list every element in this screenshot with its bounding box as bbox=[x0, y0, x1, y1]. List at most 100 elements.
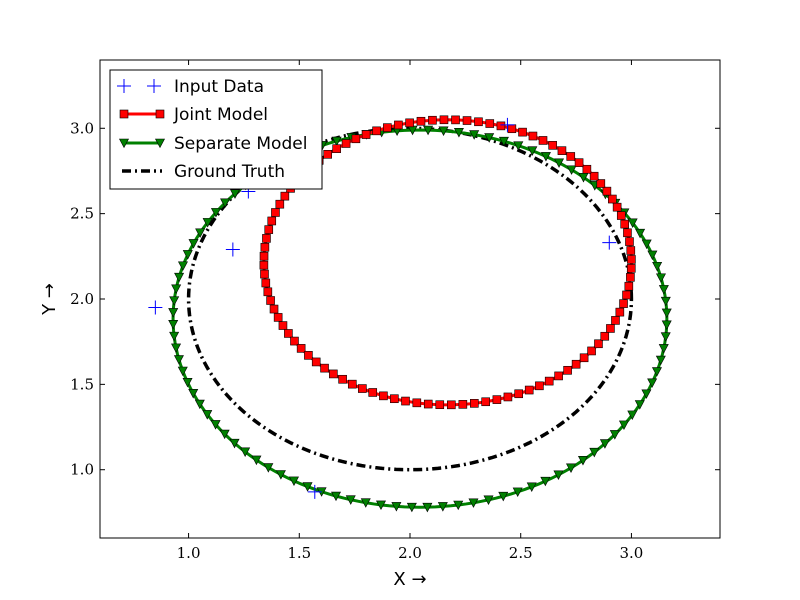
separate-model-marker bbox=[453, 128, 464, 138]
separate-model-marker bbox=[652, 261, 663, 272]
joint-model-marker bbox=[571, 359, 581, 369]
legend-label: Separate Model bbox=[174, 134, 307, 154]
joint-model-marker bbox=[401, 396, 410, 406]
joint-model-marker bbox=[323, 150, 332, 159]
separate-model-marker bbox=[651, 367, 662, 377]
joint-model-marker bbox=[338, 374, 347, 384]
separate-model-marker bbox=[375, 500, 386, 511]
joint-model-marker bbox=[626, 246, 636, 255]
separate-model-marker bbox=[202, 410, 213, 420]
joint-model-marker bbox=[470, 399, 479, 408]
joint-model-marker bbox=[538, 136, 548, 145]
separate-model-marker bbox=[540, 152, 551, 162]
joint-model-marker bbox=[625, 237, 634, 246]
input-data-point bbox=[307, 484, 322, 499]
separate-model-marker bbox=[660, 332, 671, 342]
input-data-point bbox=[148, 300, 163, 315]
joint-model-marker bbox=[259, 260, 269, 270]
joint-model-marker bbox=[390, 394, 399, 404]
joint-model-marker bbox=[619, 299, 628, 308]
joint-model-marker bbox=[372, 126, 381, 136]
joint-model-marker bbox=[474, 117, 483, 127]
separate-model-marker bbox=[406, 502, 417, 513]
legend: Input Data Joint Model Separate Model Groun… bbox=[109, 69, 323, 190]
separate-model-marker bbox=[210, 420, 221, 430]
joint-model-marker bbox=[304, 351, 313, 360]
separate-model-marker bbox=[171, 343, 182, 354]
separate-model-marker bbox=[288, 476, 299, 487]
joint-model-marker bbox=[518, 127, 527, 137]
legend-marker bbox=[155, 109, 165, 119]
joint-model-marker bbox=[361, 130, 371, 139]
separate-model-marker bbox=[360, 498, 371, 508]
y-tick-label: 1.0 bbox=[70, 461, 94, 479]
joint-model-marker bbox=[462, 116, 472, 125]
separate-model-marker bbox=[169, 331, 180, 342]
separate-model-marker bbox=[577, 456, 588, 466]
joint-model-marker bbox=[329, 369, 338, 379]
separate-model-marker bbox=[453, 500, 464, 511]
joint-model-marker bbox=[524, 385, 534, 395]
joint-model-marker bbox=[351, 134, 361, 144]
joint-model-marker bbox=[627, 255, 636, 264]
separate-model-marker bbox=[182, 377, 193, 388]
separate-model-marker bbox=[658, 285, 669, 295]
input-data-point bbox=[500, 117, 515, 132]
separate-model-marker bbox=[168, 308, 179, 318]
separate-model-marker bbox=[173, 355, 184, 365]
joint-model-marker bbox=[275, 199, 285, 209]
joint-model-marker bbox=[481, 397, 490, 407]
joint-model-marker bbox=[273, 313, 283, 322]
joint-model-marker bbox=[596, 179, 606, 188]
joint-model-marker bbox=[624, 281, 634, 291]
separate-model-marker bbox=[599, 439, 610, 449]
separate-model-marker bbox=[660, 296, 671, 307]
joint-model-marker bbox=[606, 324, 615, 333]
joint-model-marker bbox=[263, 287, 273, 297]
joint-model-marker bbox=[261, 278, 271, 288]
legend-label: Ground Truth bbox=[174, 162, 285, 182]
separate-model-marker bbox=[171, 284, 182, 294]
joint-model-marker bbox=[608, 194, 617, 204]
joint-model-marker bbox=[447, 400, 456, 410]
plot-content bbox=[148, 115, 672, 513]
joint-model-marker bbox=[379, 391, 388, 401]
joint-model-marker bbox=[267, 216, 277, 226]
joint-model-marker bbox=[616, 211, 626, 220]
joint-model-marker bbox=[416, 116, 426, 126]
joint-model-marker bbox=[266, 296, 275, 305]
joint-model-marker bbox=[439, 115, 449, 125]
separate-model-marker bbox=[202, 218, 213, 228]
separate-model-marker bbox=[229, 438, 240, 449]
joint-model-marker bbox=[320, 363, 329, 373]
separate-model-marker bbox=[641, 239, 652, 250]
joint-model-marker bbox=[566, 152, 576, 161]
input-data-point bbox=[602, 235, 617, 250]
separate-model-marker bbox=[566, 463, 577, 473]
legend-marker bbox=[155, 138, 165, 149]
joint-model-marker bbox=[383, 123, 392, 132]
separate-model-marker bbox=[263, 463, 274, 473]
joint-model-marker bbox=[535, 381, 544, 391]
separate-model-marker bbox=[526, 482, 537, 492]
separate-model-marker bbox=[177, 366, 188, 377]
separate-model-marker bbox=[437, 502, 448, 512]
separate-model-marker bbox=[566, 165, 577, 175]
legend-marker bbox=[119, 138, 129, 149]
joint-model-marker bbox=[284, 329, 293, 338]
joint-model-marker bbox=[458, 400, 468, 409]
joint-model-marker bbox=[296, 344, 306, 353]
separate-model-marker bbox=[194, 399, 205, 410]
separate-model-marker bbox=[240, 447, 251, 457]
legend-marker-input-data bbox=[147, 79, 161, 93]
separate-model-marker bbox=[553, 470, 564, 480]
separate-model-marker bbox=[554, 158, 565, 168]
joint-model-marker bbox=[544, 376, 554, 386]
joint-model-marker bbox=[311, 357, 321, 367]
separate-model-marker bbox=[195, 228, 206, 238]
joint-model-marker bbox=[611, 316, 620, 325]
legend-label: Input Data bbox=[174, 77, 264, 97]
separate-model-marker bbox=[658, 344, 669, 354]
separate-model-marker bbox=[661, 320, 672, 330]
